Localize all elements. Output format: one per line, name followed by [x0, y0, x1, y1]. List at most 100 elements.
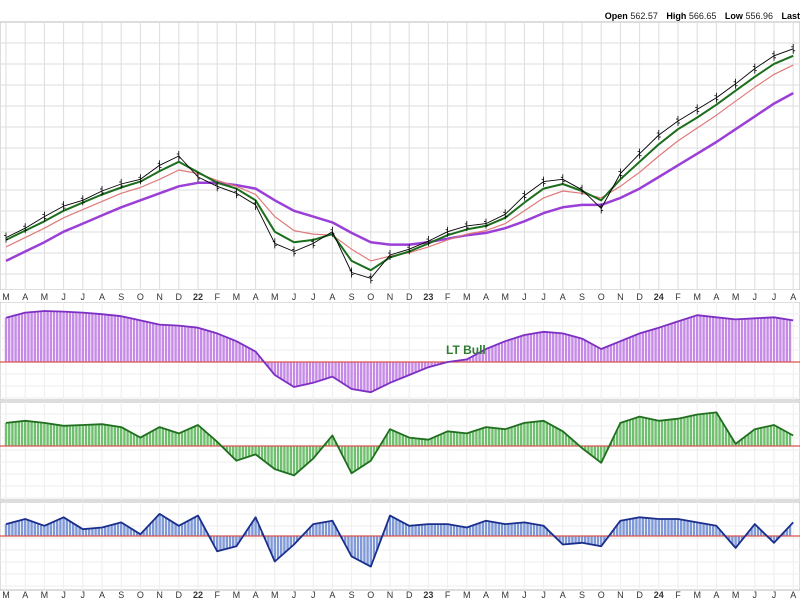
x-tick-label-bottom: S — [579, 590, 585, 600]
x-tick-label-bottom: D — [636, 590, 643, 600]
x-tick-label: J — [81, 292, 86, 302]
x-tick-label: D — [406, 292, 413, 302]
x-tick-label: J — [772, 292, 777, 302]
st-frame — [0, 501, 800, 591]
st-panel — [0, 513, 800, 568]
x-tick-label-bottom: O — [598, 590, 605, 600]
x-tick-label: A — [99, 292, 105, 302]
x-tick-label-bottom: M — [693, 590, 701, 600]
x-tick-label: J — [61, 292, 66, 302]
x-tick-label: O — [598, 292, 605, 302]
mt-outline — [5, 411, 794, 477]
x-tick-label: M — [233, 292, 241, 302]
open-label: Open — [604, 11, 628, 21]
lt-outline — [5, 310, 794, 394]
low-value: 556.96 — [745, 11, 773, 21]
x-tick-label-bottom: D — [176, 590, 183, 600]
lt-panel — [0, 310, 800, 394]
x-tick-label: O — [137, 292, 144, 302]
price-panel — [4, 43, 796, 284]
x-tick-label-bottom: J — [541, 590, 546, 600]
x-tick-label-bottom: A — [790, 590, 796, 600]
x-tick-label: J — [292, 292, 297, 302]
grid-layer — [0, 21, 800, 591]
x-tick-label: O — [367, 292, 374, 302]
x-tick-label: A — [22, 292, 28, 302]
x-tick-label-bottom: M — [2, 590, 10, 600]
x-tick-label-bottom: N — [156, 590, 163, 600]
x-tick-label: J — [522, 292, 527, 302]
x-tick-label: 23 — [423, 292, 433, 302]
x-tick-label: F — [445, 292, 451, 302]
ma_fast-line — [5, 54, 794, 272]
x-tick-label-bottom: M — [732, 590, 740, 600]
x-tick-label: N — [617, 292, 624, 302]
mt-frame — [0, 401, 800, 501]
x-tick-label-bottom: M — [501, 590, 509, 600]
x-tick-label: A — [483, 292, 489, 302]
x-tick-label: F — [675, 292, 681, 302]
x-tick-label-bottom: O — [367, 590, 374, 600]
x-tick-label: A — [713, 292, 719, 302]
ohlc-readout: Open 562.57 High 566.65 Low 556.96 Last — [605, 11, 800, 21]
x-tick-label-bottom: A — [99, 590, 105, 600]
x-tick-label-bottom: J — [311, 590, 316, 600]
price-frame — [0, 21, 800, 291]
x-tick-label-bottom: A — [253, 590, 259, 600]
x-tick-label: S — [349, 292, 355, 302]
x-tick-label: N — [387, 292, 394, 302]
x-tick-label: 22 — [193, 292, 203, 302]
open-value: 562.57 — [630, 11, 658, 21]
last-label: Last — [781, 11, 800, 21]
x-tick-label-bottom: M — [233, 590, 241, 600]
x-tick-label-bottom: J — [522, 590, 527, 600]
lt-bull-label: LT Bull — [446, 343, 486, 357]
x-tick-label-bottom: 24 — [654, 590, 664, 600]
x-tick-label-bottom: D — [406, 590, 413, 600]
x-tick-label-bottom: J — [61, 590, 66, 600]
x-tick-label-bottom: M — [271, 590, 279, 600]
x-tick-label: J — [311, 292, 316, 302]
ma_slow-line — [5, 92, 794, 263]
x-tick-label: 24 — [654, 292, 664, 302]
x-tick-label-bottom: N — [387, 590, 394, 600]
x-tick-label: M — [463, 292, 471, 302]
x-tick-label: M — [271, 292, 279, 302]
x-axis: M A M J J A S O N D 22 F M A M J J A S O N D 23 F M A M J J A S O N D 24 F M… — [0, 290, 800, 600]
x-tick-label: A — [329, 292, 335, 302]
x-tick-label: D — [176, 292, 183, 302]
x-tick-label-bottom: A — [713, 590, 719, 600]
x-tick-label: M — [2, 292, 10, 302]
x-tick-label-bottom: M — [463, 590, 471, 600]
x-tick-label-bottom: O — [137, 590, 144, 600]
low-label: Low — [724, 11, 743, 21]
x-tick-label-bottom: M — [41, 590, 49, 600]
x-tick-label-bottom: 22 — [193, 590, 203, 600]
x-tick-label-bottom: N — [617, 590, 624, 600]
x-tick-label: S — [118, 292, 124, 302]
x-tick-label: M — [693, 292, 701, 302]
x-tick-label: M — [501, 292, 509, 302]
x-tick-label: J — [753, 292, 758, 302]
x-tick-label: S — [579, 292, 585, 302]
st-outline — [5, 513, 794, 568]
price-line — [5, 48, 794, 279]
x-tick-label-bottom: J — [753, 590, 758, 600]
x-tick-label: J — [541, 292, 546, 302]
x-tick-label-bottom: A — [560, 590, 566, 600]
x-tick-label: M — [41, 292, 49, 302]
mt-panel — [0, 411, 800, 477]
x-axis-band — [0, 290, 800, 302]
x-tick-label-bottom: A — [22, 590, 28, 600]
x-tick-label-bottom: 23 — [423, 590, 433, 600]
x-tick-label-bottom: J — [292, 590, 297, 600]
x-tick-label-bottom: J — [81, 590, 86, 600]
x-tick-label-bottom: F — [675, 590, 681, 600]
x-tick-label: M — [732, 292, 740, 302]
x-tick-label: A — [253, 292, 259, 302]
x-tick-label-bottom: S — [118, 590, 124, 600]
x-tick-label-bottom: F — [214, 590, 220, 600]
high-label: High — [666, 11, 687, 21]
high-value: 566.65 — [688, 11, 717, 21]
